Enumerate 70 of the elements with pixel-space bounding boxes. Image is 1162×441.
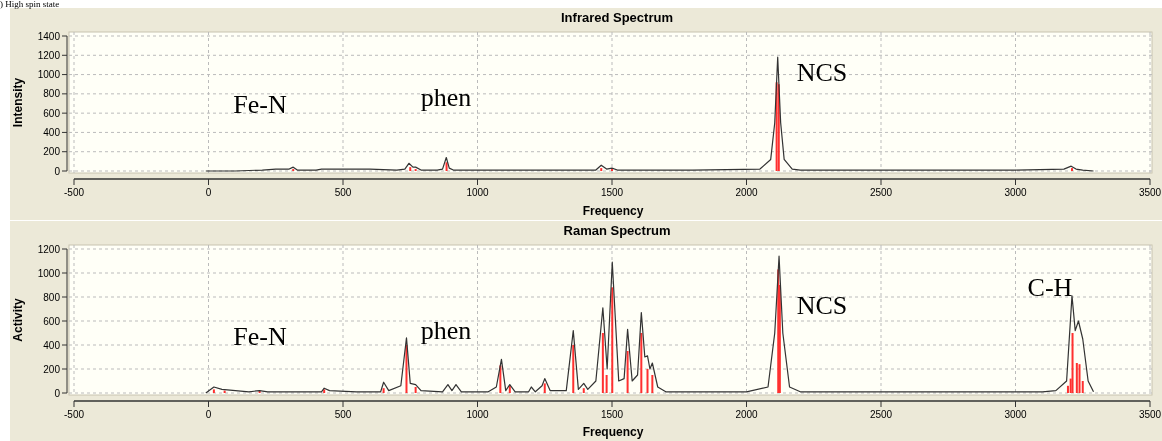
y-tick-label: 600 bbox=[43, 107, 61, 119]
y-tick-label: 400 bbox=[43, 339, 61, 351]
y-tick-label: 800 bbox=[43, 291, 61, 303]
bar bbox=[600, 168, 603, 171]
bar bbox=[1075, 363, 1078, 393]
x-tick-label: 2000 bbox=[735, 187, 759, 198]
x-tick-label: 500 bbox=[334, 187, 352, 198]
x-tick-label: 2500 bbox=[869, 409, 893, 420]
bar bbox=[409, 167, 412, 171]
bar bbox=[1070, 168, 1073, 171]
y-tick-label: 1200 bbox=[37, 49, 61, 61]
x-tick-label: 1500 bbox=[600, 409, 624, 420]
bar bbox=[651, 375, 654, 393]
x-tick-label: 2000 bbox=[735, 409, 759, 420]
line-series bbox=[205, 56, 1095, 172]
bar bbox=[640, 333, 643, 393]
x-tick-label: 0 bbox=[205, 187, 212, 198]
x-axis-title: Frequency bbox=[582, 204, 644, 218]
x-tick-label: 3000 bbox=[1004, 187, 1028, 198]
chart-title: Raman Spectrum bbox=[563, 223, 671, 238]
bar bbox=[611, 287, 614, 393]
chart-subtitle: ) High spin state bbox=[0, 0, 60, 9]
y-tick-label: 200 bbox=[43, 146, 61, 158]
y-tick-label: 0 bbox=[54, 387, 61, 399]
line-series bbox=[205, 255, 1095, 394]
bar bbox=[1078, 364, 1081, 393]
x-tick-label: -500 bbox=[63, 187, 85, 198]
bar bbox=[646, 369, 649, 393]
bar bbox=[1071, 333, 1074, 393]
x-tick-label: 3500 bbox=[1138, 409, 1162, 420]
y-tick-label: 0 bbox=[54, 165, 61, 177]
x-tick-label: 0 bbox=[205, 409, 212, 420]
x-tick-label: 2500 bbox=[869, 187, 893, 198]
y-tick-label: 1000 bbox=[37, 69, 61, 81]
bar bbox=[626, 351, 629, 393]
x-tick-label: -500 bbox=[63, 409, 85, 420]
y-tick-label: 600 bbox=[43, 315, 61, 327]
bar bbox=[543, 383, 546, 393]
bar bbox=[601, 333, 604, 393]
bar bbox=[605, 375, 608, 393]
y-tick-label: 200 bbox=[43, 363, 61, 375]
x-tick-label: 1000 bbox=[466, 187, 490, 198]
y-tick-label: 400 bbox=[43, 126, 61, 138]
bar bbox=[572, 345, 575, 393]
chart-title: Infrared Spectrum bbox=[561, 10, 673, 25]
x-axis-title: Frequency bbox=[582, 425, 644, 439]
bar bbox=[508, 385, 511, 393]
annotation: Fe-N bbox=[233, 90, 287, 119]
x-tick-label: 1500 bbox=[600, 187, 624, 198]
x-tick-label: 3000 bbox=[1004, 409, 1028, 420]
annotation: Fe-N bbox=[233, 322, 287, 351]
bar bbox=[405, 345, 408, 393]
annotation: NCS bbox=[796, 291, 848, 320]
annotation: NCS bbox=[796, 58, 848, 87]
annotation: C-H bbox=[1027, 273, 1073, 302]
annotation: phen bbox=[420, 83, 472, 112]
y-tick-label: 1400 bbox=[37, 30, 61, 42]
annotation: phen bbox=[420, 316, 472, 345]
y-tick-label: 1000 bbox=[37, 267, 61, 279]
x-tick-label: 1000 bbox=[466, 409, 490, 420]
y-axis-title: Activity bbox=[11, 298, 25, 342]
bar bbox=[382, 388, 385, 393]
bar bbox=[212, 389, 215, 393]
bar bbox=[414, 387, 417, 393]
y-tick-label: 800 bbox=[43, 88, 61, 100]
y-tick-label: 1200 bbox=[37, 243, 61, 255]
x-tick-label: 3500 bbox=[1138, 187, 1162, 198]
bar bbox=[582, 388, 585, 393]
y-axis-title: Intensity bbox=[11, 77, 25, 128]
x-tick-label: 500 bbox=[334, 409, 352, 420]
